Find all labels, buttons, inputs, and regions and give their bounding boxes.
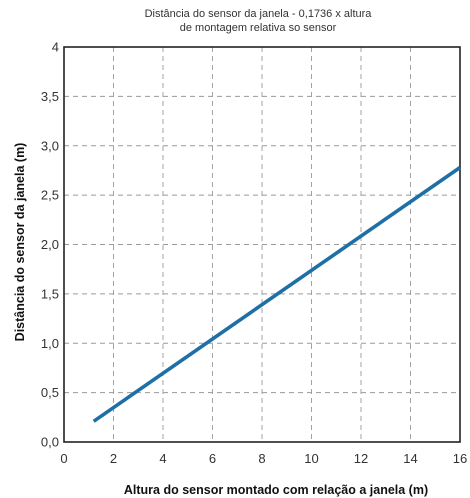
y-tick-label: 1,0	[41, 336, 59, 351]
x-tick-label: 0	[60, 451, 67, 466]
y-tick-label: 3,5	[41, 89, 59, 104]
x-tick-labels: 0 2 4 6 8 10 12 14 16	[60, 451, 467, 466]
y-tick-label: 2,5	[41, 188, 59, 203]
y-tick-label: 0,0	[41, 435, 59, 450]
x-axis-label: Altura do sensor montado com relação a j…	[124, 483, 428, 497]
x-tick-label: 12	[354, 451, 368, 466]
y-tick-label: 3,0	[41, 138, 59, 153]
y-axis-label: Distância do sensor da janela (m)	[13, 143, 27, 342]
series-line	[92, 166, 462, 423]
y-tick-labels: 0,0 0,5 1,0 1,5 2,0 2,5 3,0 3,5 4	[41, 40, 59, 450]
y-tick-label: 4	[52, 40, 59, 55]
x-tick-label: 4	[159, 451, 166, 466]
chart-title-line-1: Distância do sensor da janela - 0,1736 x…	[145, 8, 373, 20]
x-tick-label: 8	[258, 451, 265, 466]
x-tick-label: 14	[403, 451, 417, 466]
y-tick-label: 0,5	[41, 385, 59, 400]
x-tick-label: 6	[209, 451, 216, 466]
x-tick-label: 10	[304, 451, 318, 466]
y-tick-label: 2,0	[41, 237, 59, 252]
x-tick-label: 2	[110, 451, 117, 466]
plot-area-frame	[63, 46, 461, 443]
y-tick-label: 1,5	[41, 286, 59, 301]
series-layer	[92, 166, 462, 423]
gridlines	[64, 47, 460, 442]
chart-title-line-2: de montagem relativa so sensor	[180, 22, 337, 34]
x-tick-label: 16	[453, 451, 467, 466]
